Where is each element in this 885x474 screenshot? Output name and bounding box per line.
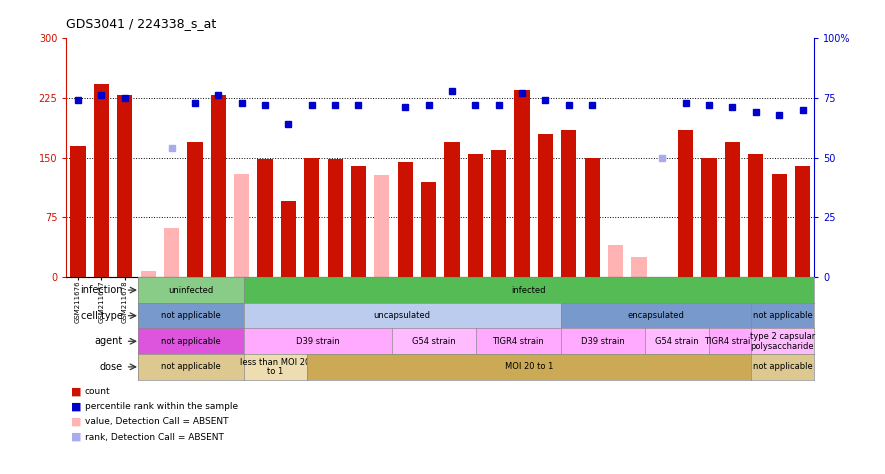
Text: rank, Detection Call = ABSENT: rank, Detection Call = ABSENT [85,433,224,441]
Bar [561,130,576,277]
Bar [631,257,647,277]
Bar [748,154,764,277]
Bar [678,130,693,277]
Text: value, Detection Call = ABSENT: value, Detection Call = ABSENT [85,418,228,426]
Text: G54 strain: G54 strain [655,337,698,346]
Bar [725,142,740,277]
Text: infected: infected [512,286,546,294]
Bar [702,157,717,277]
Text: TIGR4 strain: TIGR4 strain [493,337,544,346]
Text: not applicable: not applicable [752,311,812,320]
Text: ■: ■ [71,386,81,397]
Bar [188,142,203,277]
Text: GDS3041 / 224338_s_at: GDS3041 / 224338_s_at [66,17,217,29]
Text: not applicable: not applicable [161,363,220,371]
Bar [585,157,600,277]
Text: not applicable: not applicable [161,337,220,346]
Bar [141,271,156,277]
Text: type 2 capsular
polysaccharide: type 2 capsular polysaccharide [750,332,815,351]
Bar [421,182,436,277]
Text: uncapsulated: uncapsulated [373,311,431,320]
Text: TIGR4 strain: TIGR4 strain [704,337,756,346]
Bar [608,246,623,277]
Text: cell type: cell type [81,310,123,321]
Text: encapsulated: encapsulated [627,311,684,320]
Bar [514,90,530,277]
Text: agent: agent [95,336,123,346]
Bar [234,173,250,277]
Bar [164,228,179,277]
Bar [491,150,506,277]
Text: uninfected: uninfected [168,286,213,294]
Text: D39 strain: D39 strain [581,337,625,346]
Text: MOI 20 to 1: MOI 20 to 1 [504,363,553,371]
Bar [374,175,389,277]
Text: ■: ■ [71,432,81,442]
Bar [795,165,810,277]
Bar [468,154,483,277]
Bar [304,157,319,277]
Bar [211,95,226,277]
Text: count: count [85,387,111,396]
Bar [327,159,342,277]
Text: less than MOI 20
to 1: less than MOI 20 to 1 [240,357,311,376]
Bar [281,201,296,277]
Bar [258,159,273,277]
Text: dose: dose [100,362,123,372]
Text: not applicable: not applicable [161,311,220,320]
Text: percentile rank within the sample: percentile rank within the sample [85,402,238,411]
Bar [350,165,366,277]
Text: ■: ■ [71,417,81,427]
Bar [71,146,86,277]
Bar [444,142,459,277]
Bar [538,134,553,277]
Text: D39 strain: D39 strain [296,337,340,346]
Text: not applicable: not applicable [752,363,812,371]
Bar [117,95,133,277]
Text: G54 strain: G54 strain [412,337,456,346]
Text: ■: ■ [71,401,81,412]
Bar [94,84,109,277]
Text: infection: infection [81,285,123,295]
Bar [397,162,412,277]
Bar [772,173,787,277]
